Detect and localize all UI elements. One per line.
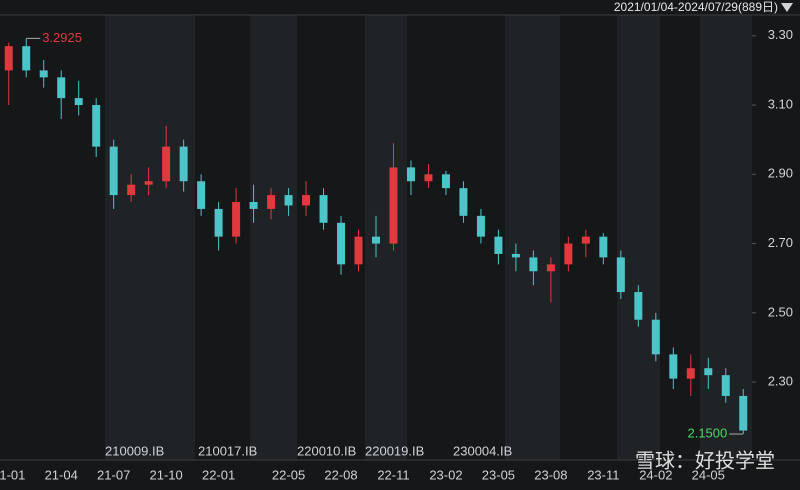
- x-tick-label: 22-01: [202, 467, 235, 482]
- y-tick-label: 2.50: [768, 304, 793, 319]
- min-label: 2.1500: [687, 425, 727, 440]
- candle-body: [494, 236, 503, 254]
- band: [250, 15, 297, 460]
- contract-label: 220010.IB: [297, 443, 356, 458]
- x-tick-label: 23-05: [482, 467, 515, 482]
- y-tick-label: 3.30: [768, 27, 793, 42]
- x-tick-label: 24-05: [692, 467, 725, 482]
- y-tick-label: 2.70: [768, 235, 793, 250]
- candle-body: [22, 46, 31, 71]
- candle-body: [302, 195, 311, 206]
- candle-body: [389, 167, 398, 244]
- candle-body: [337, 222, 346, 265]
- candle-body: [669, 354, 678, 379]
- candle-body: [109, 146, 118, 196]
- x-tick-label: 21-07: [97, 467, 130, 482]
- candle-body: [546, 264, 555, 272]
- watermark: 雪球：好投学堂: [635, 449, 775, 472]
- candle-body: [616, 257, 625, 293]
- dropdown-arrow[interactable]: [781, 3, 793, 12]
- y-tick-label: 2.30: [768, 374, 793, 389]
- y-tick-label: 2.90: [768, 166, 793, 181]
- contract-label: 210009.IB: [105, 443, 164, 458]
- band: [617, 15, 660, 460]
- candle-body: [721, 375, 730, 396]
- candle-body: [4, 46, 13, 71]
- x-tick-label: 24-02: [639, 467, 672, 482]
- candle-body: [704, 368, 713, 376]
- max-label: 3.2925: [42, 30, 82, 45]
- candle-body: [511, 253, 520, 258]
- contract-label: 210017.IB: [198, 443, 257, 458]
- candle-body: [599, 236, 608, 258]
- candle-body: [319, 195, 328, 223]
- candle-body: [406, 167, 415, 182]
- candle-body: [284, 195, 293, 206]
- candle-body: [739, 395, 748, 431]
- candle-body: [651, 319, 660, 355]
- candle-body: [144, 181, 153, 185]
- candle-body: [372, 236, 380, 244]
- candle-body: [232, 202, 241, 237]
- candle-body: [564, 243, 573, 265]
- candle-body: [581, 236, 590, 244]
- candle-body: [74, 98, 83, 106]
- contract-label: 230004.IB: [453, 443, 512, 458]
- candle-body: [214, 208, 223, 237]
- band: [105, 15, 195, 460]
- band: [365, 15, 407, 460]
- candle-body: [127, 184, 136, 196]
- x-tick-label: 23-08: [534, 467, 567, 482]
- candle-body: [686, 368, 695, 379]
- candle-body: [249, 202, 258, 209]
- candle-body: [459, 188, 468, 216]
- candle-body: [162, 146, 171, 182]
- contract-label: 220019.IB: [365, 443, 424, 458]
- band: [505, 15, 560, 460]
- candle-body: [424, 174, 433, 182]
- x-tick-label: 21-10: [150, 467, 183, 482]
- x-tick-label: 21-04: [45, 467, 78, 482]
- candle-body: [179, 146, 188, 182]
- x-tick-label: 21-01: [0, 467, 25, 482]
- contract-bands: [105, 15, 752, 460]
- x-tick-label: 23-11: [587, 467, 619, 482]
- candle-body: [197, 181, 206, 209]
- candle-body: [476, 215, 485, 237]
- x-tick-label: 22-05: [272, 467, 305, 482]
- candle-body: [354, 236, 363, 265]
- x-tick-label: 22-08: [324, 467, 357, 482]
- candle-body: [634, 292, 643, 320]
- candle-body: [39, 70, 48, 78]
- y-tick-label: 3.10: [768, 96, 793, 111]
- candle-body: [441, 174, 450, 189]
- candle-body: [529, 257, 538, 272]
- candle-body: [92, 105, 101, 147]
- x-tick-label: 23-02: [429, 467, 462, 482]
- candle-body: [57, 77, 66, 99]
- date-range[interactable]: 2021/01/04-2024/07/29(889日): [614, 0, 778, 14]
- candle-body: [267, 195, 276, 209]
- x-tick-label: 22-11: [377, 467, 409, 482]
